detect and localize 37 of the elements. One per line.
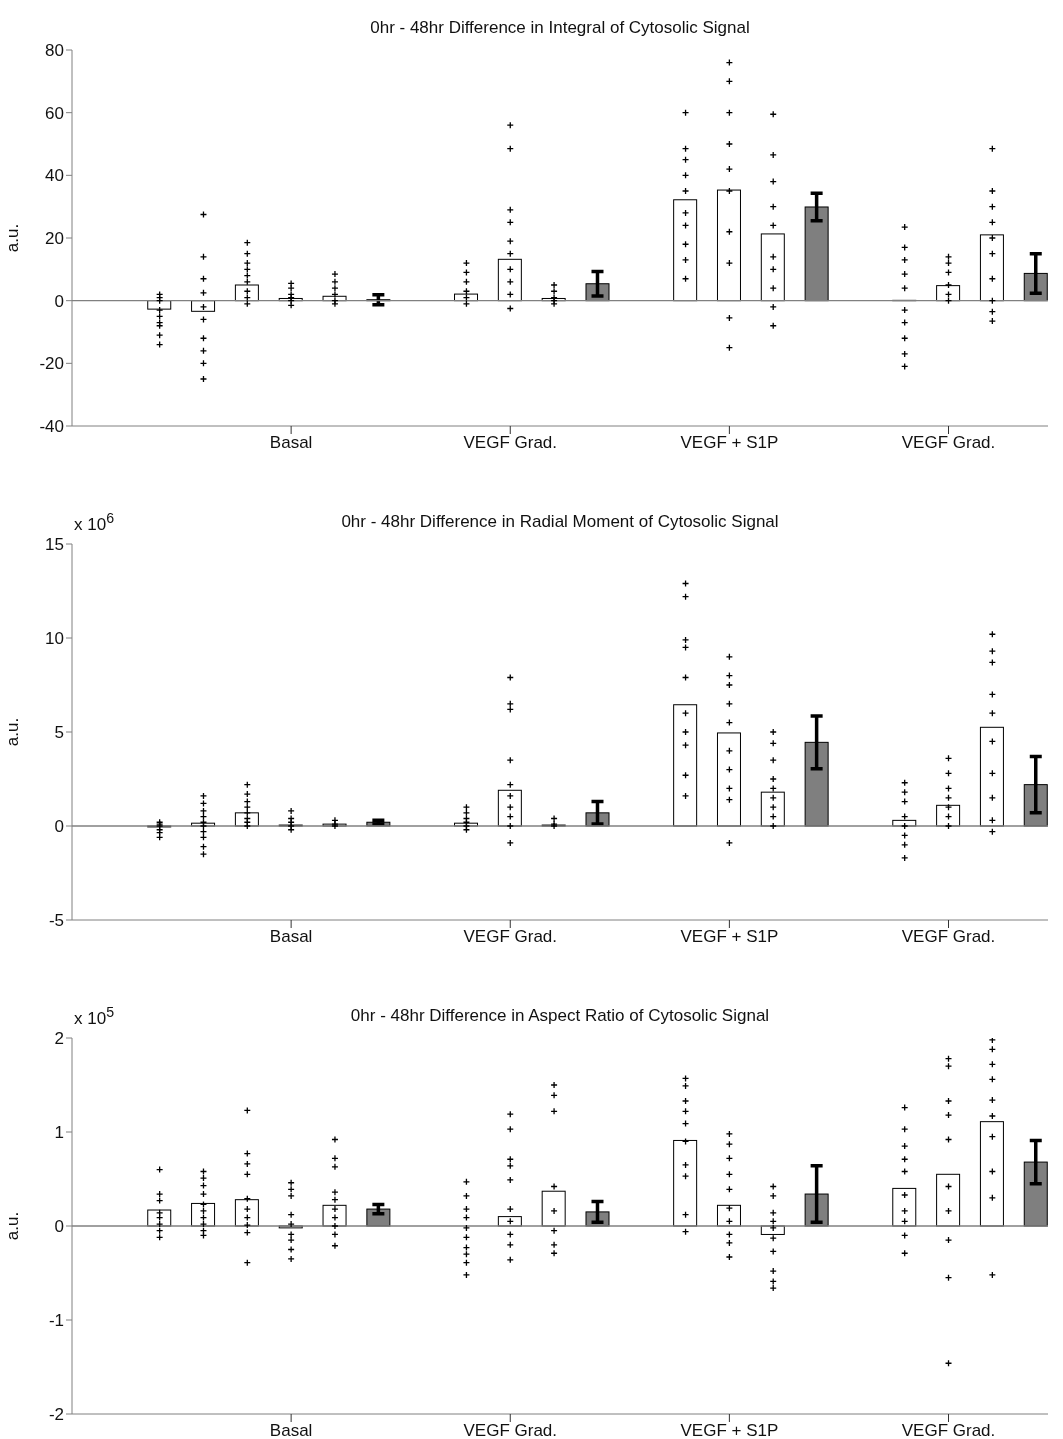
- y-axis-title: a.u.: [3, 717, 23, 747]
- x-tick-label: Basal: [269, 433, 313, 453]
- text: x 10$^{5}$: [74, 1004, 115, 1029]
- y-axis-title: a.u.: [3, 223, 23, 253]
- y-tick-label: 80: [45, 41, 64, 61]
- y-tick-label: 10: [45, 629, 64, 649]
- y-tick-label: -1: [48, 1311, 64, 1331]
- y-tick-label: 60: [45, 103, 64, 123]
- y-tick-label: -2: [48, 1405, 64, 1425]
- y-tick-label: -40: [39, 417, 64, 437]
- y-tick-label: 20: [45, 229, 64, 249]
- y-tick-label: -5: [48, 911, 64, 931]
- x-tick-label: VEGF + S1P: [680, 927, 779, 947]
- chart-title: 0hr - 48hr Difference in Aspect Ratio of Cytosolic Signal: [350, 1006, 770, 1025]
- y-tick-label: 0: [54, 1217, 64, 1237]
- chart-title: 0hr - 48hr Difference in Radial Moment of Cytosolic Signal: [341, 512, 779, 531]
- text: x 10$^{6}$: [74, 510, 115, 535]
- y-tick-label: 0: [54, 817, 64, 837]
- x-tick-label: VEGF Grad.: [463, 433, 558, 453]
- y-tick-label: 15: [45, 535, 64, 555]
- y-tick-label: 5: [54, 723, 64, 743]
- y-tick-label: 1: [54, 1123, 64, 1143]
- y-tick-label: -20: [39, 354, 64, 374]
- y-tick-label: 2: [54, 1029, 64, 1049]
- x-tick-label: VEGF + S1P: [680, 433, 779, 453]
- x-tick-label: VEGF Grad.: [901, 1421, 996, 1439]
- chart-title: 0hr - 48hr Difference in Integral of Cytosolic Signal: [369, 18, 751, 38]
- x-tick-label: VEGF Grad.: [901, 433, 996, 453]
- x-tick-label: VEGF Grad.: [901, 927, 996, 947]
- x-tick-label: VEGF + S1P: [680, 1421, 779, 1439]
- y-tick-label: 40: [45, 166, 64, 186]
- x-tick-label: VEGF Grad.: [463, 927, 558, 947]
- x-tick-label: Basal: [269, 1421, 313, 1439]
- y-tick-label: 0: [54, 291, 64, 311]
- x-tick-label: VEGF Grad.: [463, 1421, 558, 1439]
- y-axis-title: a.u.: [3, 1211, 23, 1241]
- x-tick-label: Basal: [269, 927, 313, 947]
